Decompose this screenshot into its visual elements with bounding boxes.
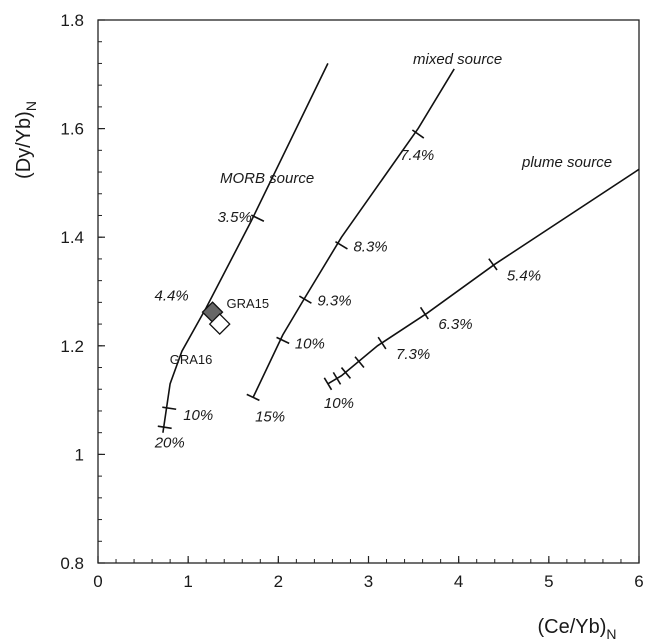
y-tick-label: 1 — [75, 445, 84, 464]
y-tick-label: 1.8 — [60, 11, 84, 30]
y-axis-label-sub: N — [23, 101, 39, 111]
x-tick-label: 2 — [274, 572, 283, 591]
curve-tick-mark — [276, 336, 290, 345]
curves-layer: 20% 10% 4.4% 3.5% 15% 10% 9.3% 8.3% 7.4% 10% 7.3% 6… — [154, 63, 640, 451]
curve-mixed-source — [252, 68, 455, 398]
y-tick-label: 1.4 — [60, 228, 84, 247]
melt-fraction-label: 10% — [295, 335, 325, 352]
melt-fraction-label: 15% — [255, 408, 285, 425]
curve-tick-mark — [340, 367, 352, 379]
melt-fraction-label: 20% — [154, 434, 185, 451]
x-tick-label: 4 — [454, 572, 463, 591]
curve-tick-mark — [411, 129, 425, 139]
melt-fraction-label: 6.3% — [438, 316, 472, 333]
melt-fraction-label: 7.3% — [396, 346, 430, 363]
x-axis-label: (Ce/Yb)N — [537, 616, 616, 641]
curve-tick-mark — [332, 371, 342, 385]
sample-label-gra16: GRA16 — [170, 352, 213, 367]
y-axis-label-main: (Dy/Yb) — [13, 111, 35, 179]
curve-tick-mark — [250, 214, 265, 222]
curve-tick-mark — [323, 377, 333, 391]
curve-tick-mark — [157, 425, 172, 430]
curve-tick-mark — [246, 393, 260, 402]
curve-tick-mark — [419, 306, 429, 320]
x-tick-label: 6 — [634, 572, 643, 591]
curve-tick-mark — [354, 356, 365, 368]
melt-fraction-label: 10% — [324, 395, 354, 412]
series-label-mixed-source: mixed source — [413, 51, 502, 68]
y-tick-label: 1.6 — [60, 120, 84, 139]
series-label-morb-source: MORB source — [220, 170, 314, 187]
curve-morb-source — [162, 63, 329, 433]
x-axis-label-main: (Ce/Yb) — [537, 616, 606, 638]
y-tick-label: 0.8 — [60, 554, 84, 573]
sample-label-gra15: GRA15 — [227, 296, 270, 311]
melt-fraction-label: 7.4% — [400, 147, 434, 164]
axes-layer: 0 1 2 3 4 5 6 0.8 1 1.2 1.4 1.6 1.8 — [60, 11, 643, 591]
sample-marker-gra16 — [208, 313, 231, 335]
x-tick-label: 0 — [93, 572, 102, 591]
curve-tick-mark — [335, 241, 348, 250]
melt-fraction-label: 5.4% — [507, 267, 541, 284]
curve-tick-mark — [377, 336, 387, 350]
melt-fraction-label: 4.4% — [155, 288, 189, 305]
x-tick-label: 1 — [183, 572, 192, 591]
x-tick-label: 5 — [544, 572, 553, 591]
x-axis-label-sub: N — [606, 626, 616, 641]
series-label-plume-source: plume source — [521, 154, 612, 171]
curve-tick-mark — [298, 295, 312, 304]
melt-fraction-label: 10% — [183, 407, 213, 424]
y-tick-label: 1.2 — [60, 337, 84, 356]
y-axis-label: (Dy/Yb)N — [13, 101, 39, 179]
x-tick-label: 3 — [364, 572, 373, 591]
curve-tick-mark — [488, 258, 498, 271]
melt-fraction-label: 9.3% — [317, 293, 351, 310]
melt-fraction-label: 8.3% — [353, 238, 387, 255]
samples-layer: GRA15 GRA16 — [170, 296, 269, 367]
curve-tick-mark — [162, 406, 177, 411]
melt-fraction-label: 3.5% — [218, 209, 252, 226]
curve-plume-source — [327, 168, 640, 385]
